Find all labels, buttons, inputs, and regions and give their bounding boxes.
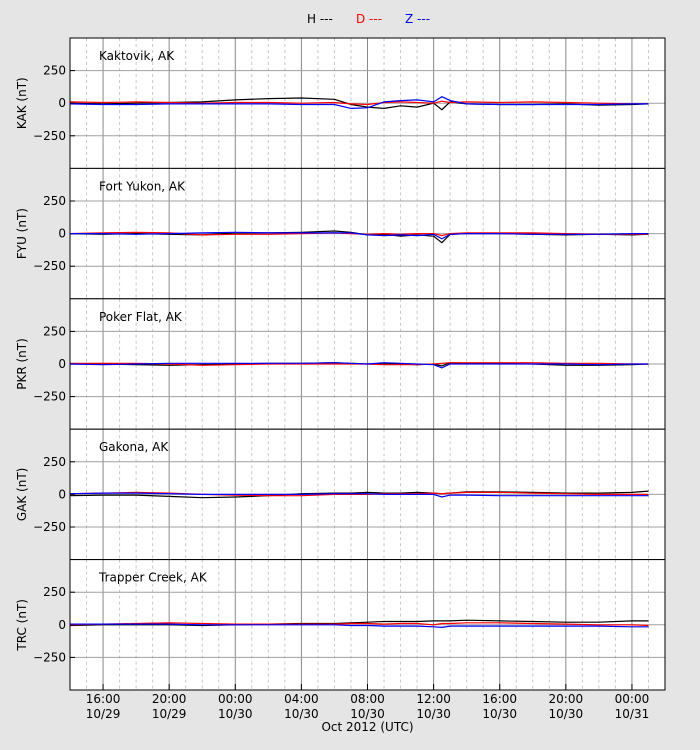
x-tick-time: 16:00 (86, 692, 121, 706)
y-tick-label: −250 (33, 259, 66, 273)
y-tick-label: −250 (33, 520, 66, 534)
x-tick-time: 08:00 (350, 692, 385, 706)
y-tick-label: 250 (43, 194, 66, 208)
station-title: Kaktovik, AK (99, 49, 175, 63)
y-tick-label: 0 (58, 618, 66, 632)
x-tick-date: 10/30 (549, 707, 584, 721)
legend-h: H --- (307, 12, 333, 26)
y-tick-label: 0 (58, 487, 66, 501)
y-tick-label: 250 (43, 455, 66, 469)
x-tick-date: 10/31 (615, 707, 650, 721)
legend: H --- D --- Z --- (0, 12, 700, 28)
x-tick-time: 12:00 (416, 692, 451, 706)
y-axis-label: TRC (nT) (15, 599, 29, 652)
panel-trc: 250 0 −250 TRC (nT) Trapper Creek, AK (15, 559, 666, 691)
y-tick-label: 250 (43, 64, 66, 78)
series-d (69, 100, 649, 106)
x-tick-time: 20:00 (549, 692, 584, 706)
legend-z: Z --- (405, 12, 431, 26)
series-h (69, 619, 649, 627)
x-tick-date: 10/29 (152, 707, 187, 721)
x-tick-date: 10/30 (284, 707, 319, 721)
y-tick-label: −250 (33, 129, 66, 143)
y-tick-label: −250 (33, 650, 66, 664)
y-tick-label: 0 (58, 357, 66, 371)
series-d (69, 622, 649, 627)
series-z (69, 492, 649, 498)
y-axis-label: FYU (nT) (15, 208, 29, 259)
y-tick-label: 0 (58, 96, 66, 110)
panel-gak: 250 0 −250 GAK (nT) Gakona, AK (15, 428, 666, 561)
x-axis-label: Oct 2012 (UTC) (321, 720, 414, 734)
series-z (69, 362, 649, 369)
y-tick-label: 250 (43, 324, 66, 338)
x-tick-date: 10/29 (86, 707, 121, 721)
y-tick-label: −250 (33, 390, 66, 404)
x-tick-time: 04:00 (284, 692, 319, 706)
station-title: Fort Yukon, AK (99, 179, 186, 193)
panel-fyu: 250 0 −250 FYU (nT) Fort Yukon, AK (15, 167, 666, 300)
legend-d: D --- (356, 12, 383, 26)
series-z (70, 623, 649, 629)
y-tick-label: 0 (58, 227, 66, 241)
x-tick-time: 00:00 (615, 692, 650, 706)
x-tick-date: 10/30 (350, 707, 385, 721)
y-axis-label: PKR (nT) (15, 338, 29, 390)
y-tick-label: 250 (43, 585, 66, 599)
x-tick-time: 16:00 (482, 692, 517, 706)
y-axis-label: KAK (nT) (15, 77, 29, 129)
series-d (69, 231, 649, 237)
station-title: Poker Flat, AK (99, 310, 183, 324)
x-tick-time: 20:00 (152, 692, 187, 706)
panel-kak: 250 0 −250 KAK (nT) Kaktovik, AK (15, 37, 666, 169)
y-axis-label: GAK (nT) (15, 468, 29, 522)
series-d (70, 362, 649, 366)
station-title: Gakona, AK (99, 440, 169, 454)
series-z (70, 231, 649, 240)
station-title: Trapper Creek, AK (98, 571, 208, 585)
x-tick-date: 10/30 (416, 707, 451, 721)
x-tick-time: 00:00 (218, 692, 253, 706)
series-z (69, 96, 649, 110)
panel-pkr: 250 0 −250 PKR (nT) Poker Flat, AK (15, 298, 666, 430)
x-tick-date: 10/30 (482, 707, 517, 721)
x-tick-date: 10/30 (218, 707, 253, 721)
